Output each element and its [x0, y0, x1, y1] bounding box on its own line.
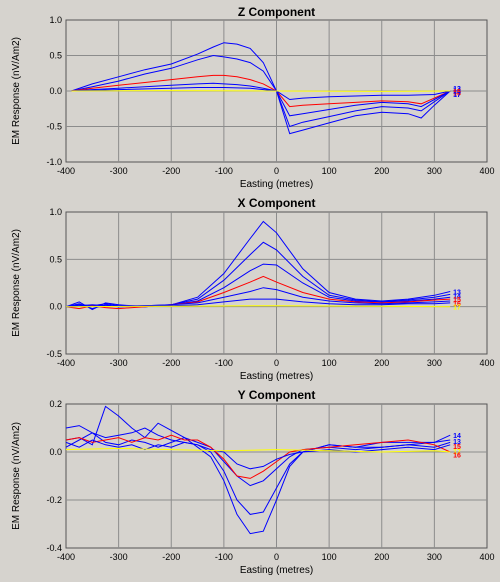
x-tick-label: -400 [57, 166, 75, 176]
series-line-4 [65, 434, 451, 479]
series-end-label: 15 [453, 297, 461, 304]
y-tick-label: -1.0 [46, 157, 62, 167]
series-end-label: 14 [453, 88, 461, 95]
x-tick-label: -300 [110, 552, 128, 562]
x-axis-label: Easting (metres) [240, 565, 313, 576]
series-line-6 [65, 298, 451, 308]
x-tick-label: -400 [57, 358, 75, 368]
y-tick-label: 1.0 [49, 207, 62, 217]
x-tick-label: 200 [374, 552, 389, 562]
series-end-label: 13 [453, 86, 461, 93]
chart-title: Z Component [238, 5, 315, 19]
chart-title: Y Component [238, 388, 316, 402]
series-end-label: 14 [453, 293, 461, 300]
series-line-2 [65, 425, 451, 515]
x-axis-label: Easting (metres) [240, 179, 313, 190]
x-tick-label: -100 [215, 358, 233, 368]
y-tick-label: 0.5 [49, 254, 62, 264]
series-line-4 [65, 275, 451, 310]
x-tick-label: -400 [57, 552, 75, 562]
x-tick-label: 200 [374, 358, 389, 368]
series-line-4 [71, 82, 451, 117]
y-tick-label: 0.0 [49, 302, 62, 312]
series-line-1 [71, 42, 451, 135]
x-tick-label: -300 [110, 166, 128, 176]
series-end-label: 16 [453, 452, 461, 459]
series-end-label: 14 [453, 433, 461, 440]
x-tick-label: -200 [162, 552, 180, 562]
y-tick-label: 0.2 [49, 399, 62, 409]
y-tick-label: -0.5 [46, 349, 62, 359]
x-tick-label: 100 [322, 166, 337, 176]
x-axis-label: Easting (metres) [240, 371, 313, 382]
x-tick-label: -200 [162, 358, 180, 368]
series-end-label: 15 [453, 444, 461, 451]
series-end-label: 15 [453, 89, 461, 96]
series-end-label: 16 [453, 90, 461, 97]
x-tick-label: 100 [322, 358, 337, 368]
x-tick-label: 300 [427, 166, 442, 176]
y-tick-label: 1.0 [49, 15, 62, 25]
x-tick-label: 400 [479, 552, 494, 562]
series-line-2 [71, 54, 451, 128]
series-end-label: 17 [453, 92, 461, 99]
series-end-label: 13 [453, 439, 461, 446]
x-tick-label: 0 [274, 552, 279, 562]
series-end-label: 13 [453, 290, 461, 297]
series-line-6 [71, 90, 451, 92]
series-line-6 [65, 447, 451, 453]
y-axis-label: EM Response (nV/Am2) [11, 229, 22, 337]
series-line-7 [65, 305, 451, 308]
x-tick-label: -100 [215, 166, 233, 176]
y-tick-label: 0.0 [49, 447, 62, 457]
x-tick-label: -300 [110, 358, 128, 368]
series-line-3 [65, 432, 451, 487]
chart-panel-3: -400 -300 -200 -100 0 100 200 300 400 0.2 0.0 -0.2 -… [11, 388, 495, 576]
y-tick-label: -0.5 [46, 122, 62, 132]
x-tick-label: -200 [162, 166, 180, 176]
x-tick-label: 200 [374, 166, 389, 176]
y-tick-label: 0.5 [49, 51, 62, 61]
y-tick-label: -0.2 [46, 495, 62, 505]
series-line-3 [71, 74, 451, 108]
chart-title: X Component [238, 196, 316, 210]
series-end-label: 16 [453, 301, 461, 308]
series-line-5 [65, 439, 451, 470]
x-tick-label: -100 [215, 552, 233, 562]
x-tick-label: 0 [274, 358, 279, 368]
x-tick-label: 400 [479, 358, 494, 368]
x-tick-label: 400 [479, 166, 494, 176]
x-tick-label: 100 [322, 552, 337, 562]
chart-panel-2: -400 -300 -200 -100 0 100 200 300 400 1.0 0.5 0.0 -0… [11, 196, 495, 382]
series-end-label: 17 [453, 449, 461, 456]
series-line-3 [65, 263, 451, 310]
y-axis-label: EM Response (nV/Am2) [11, 422, 22, 530]
x-tick-label: 300 [427, 552, 442, 562]
y-tick-label: -0.4 [46, 543, 62, 553]
series-end-label: 17 [453, 305, 461, 312]
x-tick-label: 300 [427, 358, 442, 368]
y-tick-label: 0.0 [49, 86, 62, 96]
chart-panel-1: -400 -300 -200 -100 0 100 200 300 400 1.0 0.5 0.0 -0… [11, 5, 495, 190]
series-line-1 [65, 220, 451, 311]
y-axis-label: EM Response (nV/Am2) [11, 37, 22, 145]
x-tick-label: 0 [274, 166, 279, 176]
series-line-5 [71, 87, 451, 101]
